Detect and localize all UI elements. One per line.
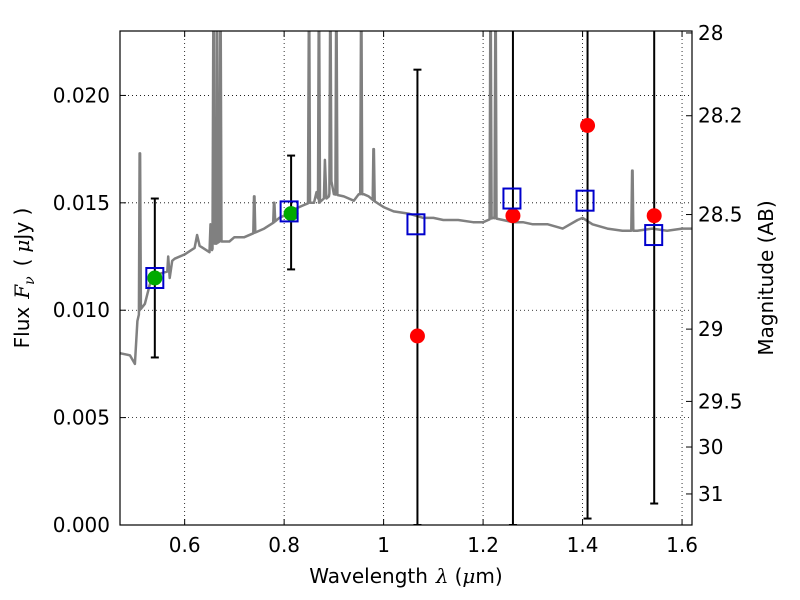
model-photometry-point xyxy=(279,200,299,223)
y-tick-label: 0.020 xyxy=(53,83,110,107)
magnitude-axis-label: Magnitude (AB) xyxy=(754,200,778,355)
model-photometry-point xyxy=(644,224,664,247)
x-tick-label: 1.4 xyxy=(567,533,599,557)
data-point xyxy=(580,118,596,134)
x-tick-label: 1.6 xyxy=(666,533,698,557)
magnitude-tick-label: 31 xyxy=(698,482,723,506)
model-photometry-point xyxy=(575,189,595,212)
magnitude-tick-label: 28 xyxy=(698,21,723,45)
model-photometry-point xyxy=(406,213,426,236)
error-bars xyxy=(150,31,659,525)
plot-frame xyxy=(119,30,693,526)
model-photometry-point xyxy=(502,187,522,210)
y-tick-label: 0.015 xyxy=(53,191,110,215)
x-tick-label: 1 xyxy=(377,533,390,557)
y-tick-label: 0.000 xyxy=(53,513,110,537)
y-tick-label: 0.005 xyxy=(53,406,110,430)
magnitude-tick-label: 30 xyxy=(698,435,723,459)
magnitude-axis-ticks: 28 28.2 28.5 29 29.5 30 31 xyxy=(686,21,743,506)
model-spectrum xyxy=(120,31,692,366)
magnitude-tick-label: 29.5 xyxy=(698,389,743,413)
magnitude-tick-label: 28.5 xyxy=(698,203,743,227)
x-tick-label: 1.2 xyxy=(467,533,499,557)
x-axis-label: Wavelength λ (μm) xyxy=(309,564,502,588)
data-point xyxy=(505,208,521,224)
magnitude-tick-label: 29 xyxy=(698,317,723,341)
x-tick-label: 0.6 xyxy=(169,533,201,557)
data-point xyxy=(409,328,425,344)
data-point xyxy=(283,206,299,222)
data-point xyxy=(646,208,662,224)
magnitude-tick-label: 28.2 xyxy=(698,104,743,128)
data-point xyxy=(147,270,163,286)
data-markers xyxy=(145,118,664,344)
y-tick-label: 0.010 xyxy=(53,298,110,322)
spectrum-line xyxy=(120,31,692,366)
y-axis-label: FluxFν(μJy ) xyxy=(10,208,38,349)
plot-background xyxy=(120,31,692,525)
x-tick-label: 0.8 xyxy=(268,533,300,557)
model-photometry-point xyxy=(145,267,165,289)
x-axis-ticks: 0.6 0.8 1 1.2 1.4 1.6 xyxy=(169,31,698,557)
y-axis-ticks: 0.000 0.005 0.010 0.015 0.020 xyxy=(53,83,126,537)
